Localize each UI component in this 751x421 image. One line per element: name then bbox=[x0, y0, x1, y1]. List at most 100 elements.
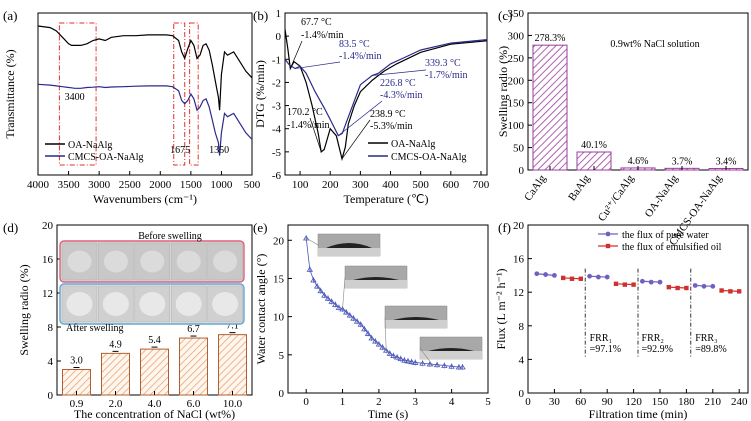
data-point bbox=[412, 359, 419, 365]
leader-line bbox=[372, 69, 427, 76]
data-point bbox=[648, 279, 654, 285]
leader-line bbox=[338, 100, 383, 136]
x-tick-label: 500 bbox=[412, 179, 429, 191]
panel-a: (a) 4000 3500 3000 2500 2000 1500 1000 500 Wavenu… bbox=[3, 8, 261, 206]
y-tick-label: 150 bbox=[508, 98, 525, 110]
frr-label: FRR₃ bbox=[695, 333, 717, 344]
axes-frame bbox=[37, 12, 253, 176]
droplet-shape bbox=[353, 277, 399, 280]
annotation-label: -5.3%/min bbox=[370, 121, 413, 132]
y-tick-label: -5 bbox=[272, 147, 282, 159]
x-tick-label: 240 bbox=[731, 396, 748, 408]
annotation-label: 339.3 °C bbox=[425, 58, 461, 69]
y-tick-label: 300 bbox=[508, 30, 525, 42]
axes-frame bbox=[284, 12, 488, 176]
data-point bbox=[313, 283, 321, 289]
y-axis-label: Swelling radio (%) bbox=[496, 46, 510, 137]
x-tick-label: 3000 bbox=[88, 179, 111, 191]
x-axis-label: Wavenumbers (cm⁻¹) bbox=[93, 192, 197, 206]
data-point bbox=[613, 281, 619, 286]
data-point bbox=[361, 326, 368, 332]
x-tick-label: 180 bbox=[678, 396, 695, 408]
y-tick-label: 1 bbox=[276, 8, 282, 20]
data-point bbox=[710, 283, 716, 289]
leader-line bbox=[342, 276, 346, 310]
sample-disc bbox=[175, 292, 202, 316]
annotation-label: 67.7 °C bbox=[301, 17, 332, 28]
y-tick-label: 0 bbox=[519, 388, 525, 400]
bar-value-label: 3.4% bbox=[716, 156, 737, 167]
legend-label: OA-NaAlg bbox=[391, 139, 435, 150]
x-tick-label: 90 bbox=[602, 396, 614, 408]
x-tick-label: 2.0 bbox=[109, 398, 123, 410]
bar bbox=[532, 44, 568, 171]
x-axis-label: Time (s) bbox=[368, 407, 409, 421]
bar-value-label: 7.1 bbox=[226, 321, 239, 332]
data-point bbox=[441, 362, 448, 368]
data-point bbox=[569, 276, 575, 281]
data-point bbox=[552, 273, 557, 278]
data-point bbox=[375, 341, 383, 347]
y-axis-label: DTG (%/min) bbox=[253, 60, 267, 128]
sample-disc bbox=[67, 250, 92, 273]
sample-disc bbox=[176, 250, 201, 273]
data-point bbox=[357, 321, 364, 327]
data-point bbox=[684, 285, 689, 291]
annotation-label: 238.9 °C bbox=[370, 109, 406, 120]
legend-marker bbox=[605, 243, 611, 249]
data-point bbox=[578, 276, 583, 281]
leader-line bbox=[309, 117, 322, 152]
data-point bbox=[622, 282, 627, 287]
legend-label: the flux of emulsified oil bbox=[622, 242, 722, 253]
panel-f: (f) 0 30 60 90 120 150 180 210 240 0 4 8 12 16 20 Filtra… bbox=[494, 220, 749, 421]
x-tick-label: 4.0 bbox=[148, 398, 162, 410]
x-tick-label: 1000 bbox=[210, 179, 233, 191]
x-tick-label: 5 bbox=[485, 396, 491, 408]
x-tick-label: 3500 bbox=[58, 179, 81, 191]
data-point bbox=[353, 318, 361, 324]
legend-marker bbox=[605, 231, 611, 237]
y-tick-label: 0 bbox=[519, 165, 525, 177]
x-tick-label: 700 bbox=[473, 179, 490, 191]
data-point bbox=[342, 309, 350, 315]
x-axis-label: Temperature (℃) bbox=[344, 192, 429, 206]
data-point bbox=[640, 278, 645, 284]
x-tick-label: 2500 bbox=[119, 179, 142, 191]
highlight-box bbox=[58, 22, 97, 166]
y-tick-label: -1 bbox=[272, 54, 281, 66]
data-point bbox=[321, 292, 328, 298]
y-tick-label: 12 bbox=[513, 287, 524, 299]
substrate bbox=[318, 248, 380, 256]
data-point bbox=[372, 338, 379, 344]
data-point bbox=[596, 274, 601, 280]
droplet-shape bbox=[428, 348, 474, 351]
data-point bbox=[666, 284, 671, 290]
y-tick-label: 12 bbox=[42, 288, 53, 300]
x-tick-label: 10.0 bbox=[223, 398, 243, 410]
x-tick-label: OA-NaAlg bbox=[643, 172, 681, 219]
data-point bbox=[350, 315, 357, 321]
bar-value-label: 5.4 bbox=[148, 335, 161, 346]
data-point bbox=[390, 352, 397, 358]
y-tick-label: 0 bbox=[279, 388, 285, 400]
annotation-label: -4.3%/min bbox=[380, 90, 423, 101]
bar-value-label: 6.7 bbox=[187, 324, 200, 335]
y-tick-label: -6 bbox=[272, 170, 282, 182]
data-point bbox=[310, 277, 317, 283]
series-line-2 bbox=[37, 83, 253, 156]
y-tick-label: 4 bbox=[48, 356, 54, 368]
sample-disc bbox=[140, 250, 165, 273]
annotation-label: 170.2 °C bbox=[287, 107, 323, 118]
x-tick-label: 100 bbox=[292, 179, 309, 191]
annotation-3400: 3400 bbox=[65, 92, 85, 103]
x-tick-label: 1500 bbox=[180, 179, 203, 191]
y-axis-label: Transmittance (%) bbox=[3, 49, 17, 138]
highlight-box bbox=[173, 22, 186, 166]
legend-label: CMCS-OA-NaAlg bbox=[68, 152, 144, 163]
x-tick-label: BaAlg bbox=[566, 172, 593, 203]
data-point bbox=[408, 358, 415, 365]
substrate bbox=[385, 320, 447, 328]
y-tick-label: 10 bbox=[273, 312, 285, 324]
data-point bbox=[419, 360, 426, 366]
